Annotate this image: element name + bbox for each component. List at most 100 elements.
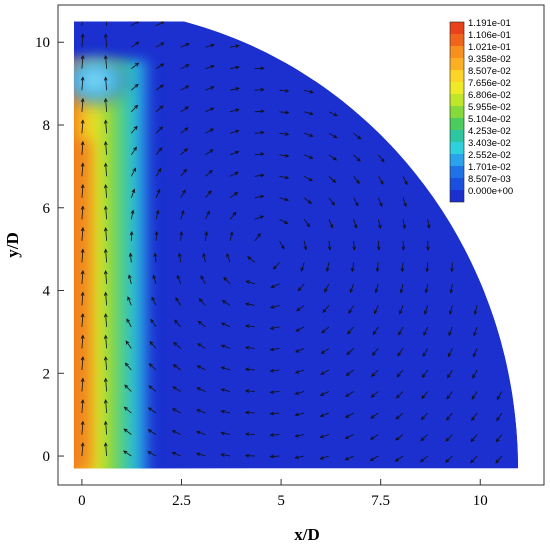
velocity-arrow xyxy=(279,218,288,224)
velocity-arrow xyxy=(81,55,84,69)
velocity-arrow-head xyxy=(156,188,161,194)
velocity-arrow xyxy=(271,283,280,288)
legend-label: 8.507e-03 xyxy=(468,174,511,185)
velocity-arrow-head xyxy=(123,450,128,455)
velocity-arrow xyxy=(229,192,238,199)
velocity-arrow-head xyxy=(472,353,477,358)
velocity-arrow-head xyxy=(207,190,212,195)
legend-swatch xyxy=(450,94,464,106)
velocity-arrow xyxy=(148,429,157,435)
velocity-arrow xyxy=(279,132,289,135)
velocity-arrow xyxy=(346,348,354,355)
velocity-arrow-head xyxy=(421,394,426,400)
velocity-arrow xyxy=(470,455,478,463)
velocity-arrow-head xyxy=(284,110,290,115)
velocity-arrow xyxy=(81,98,84,112)
velocity-arrow-head xyxy=(269,454,274,459)
velocity-arrow-head xyxy=(244,432,250,437)
velocity-arrow xyxy=(426,262,429,272)
velocity-arrow-head xyxy=(103,399,108,404)
velocity-arrow-head xyxy=(183,148,188,153)
velocity-arrow xyxy=(180,169,187,177)
velocity-arrow xyxy=(105,120,107,134)
velocity-arrow-head xyxy=(150,318,155,324)
velocity-arrow-head xyxy=(345,393,350,397)
velocity-arrow-head xyxy=(204,230,209,236)
velocity-arrow-head xyxy=(356,157,361,162)
velocity-vectors xyxy=(80,13,503,464)
velocity-arrow xyxy=(496,434,503,442)
velocity-arrow-head xyxy=(321,329,326,334)
velocity-arrow-head xyxy=(198,298,203,303)
velocity-arrow xyxy=(153,275,157,285)
velocity-arrow xyxy=(148,385,157,392)
velocity-arrow xyxy=(246,280,255,285)
velocity-arrow-head xyxy=(329,224,334,229)
velocity-arrow-head xyxy=(131,188,136,193)
velocity-arrow xyxy=(303,219,310,227)
velocity-arrow xyxy=(279,111,289,114)
velocity-arrow xyxy=(127,296,132,306)
velocity-arrow xyxy=(180,148,188,156)
velocity-arrow-head xyxy=(103,356,108,361)
velocity-arrow-head xyxy=(155,209,160,215)
velocity-arrow xyxy=(304,175,313,182)
velocity-arrow xyxy=(295,434,305,437)
velocity-arrow-head xyxy=(159,105,164,110)
velocity-arrow-head xyxy=(185,85,190,89)
velocity-arrow xyxy=(296,326,305,332)
velocity-arrow-head xyxy=(348,309,353,314)
velocity-arrow xyxy=(155,147,163,156)
velocity-arrow-head xyxy=(395,436,400,441)
velocity-arrow xyxy=(279,240,285,249)
velocity-arrow xyxy=(495,455,503,464)
velocity-arrow xyxy=(81,335,84,349)
velocity-arrow xyxy=(105,55,107,69)
velocity-arrow-head xyxy=(128,252,133,257)
velocity-arrow-head xyxy=(446,416,450,421)
velocity-arrow xyxy=(180,231,182,241)
velocity-arrow xyxy=(328,197,335,206)
velocity-arrow-head xyxy=(269,390,274,394)
velocity-arrow-head xyxy=(160,42,165,46)
velocity-arrow xyxy=(155,210,159,220)
velocity-arrow xyxy=(131,41,139,48)
velocity-arrow-head xyxy=(232,211,237,216)
velocity-arrow xyxy=(155,126,163,134)
velocity-arrow-head xyxy=(421,373,426,379)
velocity-arrow-head xyxy=(128,274,132,279)
y-tick-label: 4 xyxy=(43,284,51,300)
velocity-arrow-head xyxy=(81,13,84,16)
velocity-arrow xyxy=(105,77,107,91)
velocity-arrow-head xyxy=(80,291,85,296)
velocity-arrow xyxy=(205,107,214,113)
velocity-arrow-head xyxy=(174,319,179,324)
velocity-arrow xyxy=(345,455,354,461)
velocity-arrow-head xyxy=(449,289,454,294)
legend-label: 9.358e-02 xyxy=(468,54,511,65)
velocity-arrow-head xyxy=(208,169,213,174)
velocity-arrow-head xyxy=(149,341,154,346)
velocity-arrow xyxy=(155,189,161,198)
velocity-arrow-head xyxy=(182,189,186,194)
velocity-arrow xyxy=(377,154,385,163)
velocity-arrow xyxy=(328,132,337,139)
velocity-arrow-head xyxy=(402,224,407,230)
velocity-arrow xyxy=(105,34,107,48)
velocity-arrow-head xyxy=(179,230,184,236)
velocity-arrow xyxy=(474,305,478,315)
velocity-arrow xyxy=(396,391,404,399)
velocity-arrow xyxy=(254,67,264,70)
velocity-arrow xyxy=(172,452,181,457)
velocity-arrow-head xyxy=(223,276,228,281)
velocity-arrow xyxy=(376,262,379,272)
velocity-arrow xyxy=(304,132,313,137)
velocity-arrow-head xyxy=(80,313,85,318)
velocity-arrow xyxy=(105,227,107,241)
velocity-arrow xyxy=(81,399,84,414)
velocity-arrow-head xyxy=(296,307,301,312)
velocity-arrow-head xyxy=(260,87,265,92)
velocity-arrow xyxy=(81,77,84,91)
velocity-arrow-head xyxy=(471,416,475,421)
velocity-arrow xyxy=(395,434,404,441)
